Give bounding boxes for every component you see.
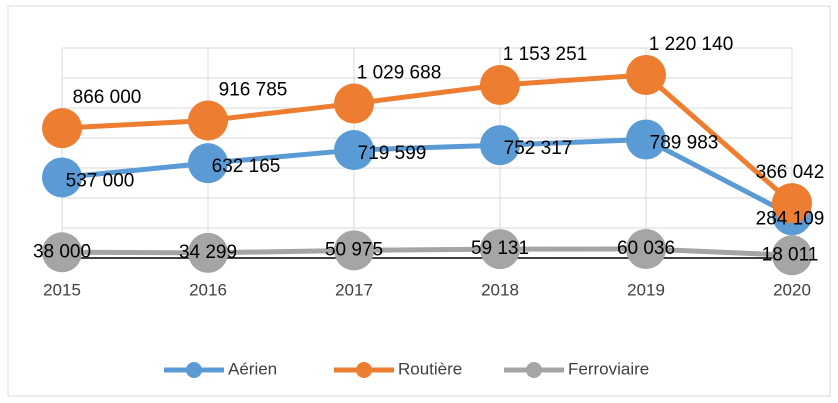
legend-marker [356,362,372,378]
point [42,157,82,198]
point [188,143,228,184]
data-label: 18 011 [762,244,819,265]
series-line [61,72,794,205]
data-label: 38 000 [33,241,91,262]
data-label: 916 785 [219,79,288,100]
x-tick-label: 2015 [43,280,81,299]
x-tick-label: 2016 [189,280,227,299]
point [334,83,374,124]
chart-border [7,5,831,397]
point [42,108,82,149]
point [480,229,520,270]
point [188,232,228,273]
data-label: 866 000 [73,87,142,108]
data-label: 284 109 [756,208,825,229]
point [480,125,520,166]
data-label: 50 975 [325,239,383,260]
data-label: 789 983 [650,133,719,154]
data-label: 34 299 [179,242,237,263]
data-label: 537 000 [66,170,135,191]
point [334,130,374,171]
data-label: 1 029 688 [357,63,442,84]
x-tick-label: 2020 [773,280,811,299]
x-tick-label: 2017 [335,280,373,299]
data-label: 60 036 [617,238,675,259]
x-tick-label: 2018 [481,280,519,299]
legend-marker [526,362,542,378]
point [480,65,520,106]
series-line [61,246,793,258]
x-tick-label: 2019 [627,280,665,299]
data-label: 752 317 [504,138,573,159]
legend-label: Routière [398,359,462,378]
series-line [61,136,794,218]
data-label: 366 042 [756,162,825,183]
point [188,100,228,141]
point [334,230,374,271]
legend-label: Ferroviaire [568,359,649,378]
data-label: 1 153 251 [503,44,588,65]
data-label: 59 131 [471,238,529,259]
point [626,119,666,160]
data-label: 719 599 [358,143,427,164]
point [772,183,812,224]
data-label: 1 220 140 [649,34,734,55]
point [626,54,666,95]
point [626,228,666,269]
data-label: 632 165 [212,156,281,177]
legend-marker [186,362,202,378]
point [772,235,812,276]
point [42,232,82,273]
legend-label: Aérien [228,359,277,378]
